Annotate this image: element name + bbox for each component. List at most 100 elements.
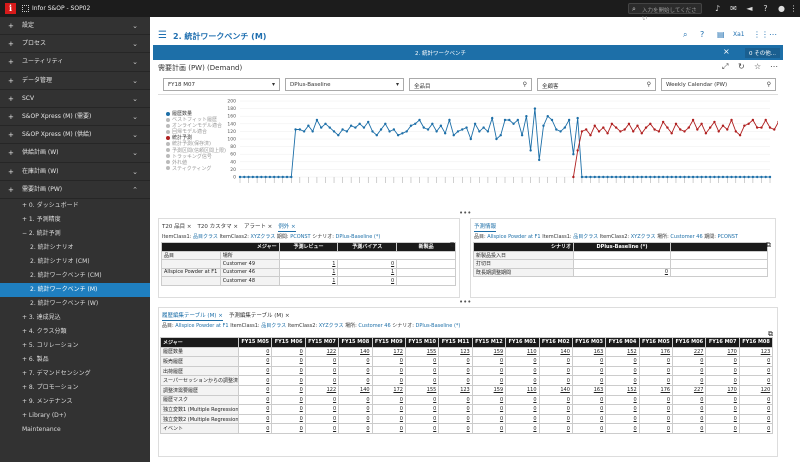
value-cell[interactable]: 0 (705, 404, 740, 415)
value-cell[interactable]: 0 (404, 375, 440, 386)
user-icon[interactable]: ● (778, 4, 785, 13)
data-point[interactable] (700, 175, 703, 179)
data-point[interactable] (358, 122, 361, 125)
value-cell[interactable]: 0 (304, 423, 340, 434)
data-point[interactable] (614, 126, 618, 129)
pane-tab[interactable]: T20 カスタマ × (197, 224, 238, 230)
value-cell[interactable]: 0 (672, 413, 707, 425)
data-point[interactable] (290, 175, 293, 179)
value-cell[interactable]: 0 (371, 356, 406, 367)
data-point[interactable] (623, 128, 626, 131)
data-point[interactable] (679, 175, 682, 179)
mail-icon[interactable]: ✉ (730, 4, 737, 13)
value-cell[interactable]: 0 (672, 394, 707, 406)
value-cell[interactable]: 0 (438, 423, 473, 434)
value-cell[interactable]: 0 (672, 356, 707, 367)
data-point[interactable] (751, 118, 755, 122)
data-point[interactable] (670, 175, 673, 179)
legend-item[interactable]: 回帰モデル適合 (166, 129, 236, 135)
value-cell[interactable]: 0 (338, 404, 373, 415)
sidebar-item[interactable]: + S&OP Xpress (M) (需要) ⌄ (0, 108, 150, 127)
value-cell[interactable]: 110 (505, 384, 540, 396)
data-point[interactable] (597, 175, 601, 179)
data-point[interactable] (691, 175, 695, 179)
data-point[interactable] (311, 130, 314, 133)
data-point[interactable] (320, 126, 323, 129)
copy-icon[interactable]: ⧉ (766, 241, 771, 249)
data-point[interactable] (516, 118, 520, 122)
value-cell[interactable]: 0 (505, 404, 540, 415)
data-point[interactable] (473, 122, 477, 125)
value-cell[interactable]: 0 (538, 423, 573, 434)
data-point[interactable] (495, 137, 498, 141)
data-point[interactable] (760, 175, 763, 179)
value-cell[interactable]: 0 (538, 356, 573, 367)
data-point[interactable] (627, 175, 631, 179)
data-point[interactable] (525, 115, 528, 118)
sidebar-subitem[interactable]: + Library (D+) (22, 411, 67, 419)
legend-item[interactable]: 外れ値 (166, 160, 236, 166)
data-point[interactable] (435, 130, 438, 133)
data-point[interactable] (721, 124, 725, 127)
data-point[interactable] (743, 124, 746, 127)
data-point[interactable] (559, 130, 562, 133)
value-cell[interactable]: 0 (338, 365, 373, 377)
sidebar-item[interactable]: + SCV ⌄ (0, 90, 150, 108)
sidebar-item[interactable]: + 需要計画 (PW) ⌃ (0, 181, 150, 199)
value-cell[interactable]: 0 (672, 404, 707, 415)
data-point[interactable] (456, 130, 460, 133)
value-cell[interactable]: 0 (237, 423, 273, 434)
splitter-handle[interactable]: ••• (459, 209, 472, 217)
data-point[interactable] (426, 128, 430, 131)
value-cell[interactable]: 0 (738, 356, 774, 367)
data-point[interactable] (268, 175, 272, 179)
value-cell[interactable]: 163 (571, 384, 607, 396)
value-cell[interactable]: 0 (605, 365, 640, 377)
data-point[interactable] (533, 107, 537, 110)
value-cell[interactable]: 0 (705, 394, 740, 406)
value-cell[interactable]: 0 (304, 356, 340, 367)
value-cell[interactable]: 159 (471, 384, 507, 396)
value-cell[interactable]: 227 (672, 384, 707, 396)
data-point[interactable] (396, 134, 400, 137)
data-point[interactable] (704, 132, 708, 135)
value-cell[interactable]: 0 (438, 375, 473, 386)
data-point[interactable] (679, 128, 682, 131)
value-cell[interactable]: 0 (605, 404, 640, 415)
data-point[interactable] (606, 175, 609, 179)
value-cell[interactable]: 0 (337, 276, 398, 286)
value-cell[interactable]: 0 (304, 365, 340, 377)
copy-icon[interactable]: ⧉ (450, 241, 455, 249)
data-point[interactable] (379, 128, 383, 131)
value-cell[interactable]: 0 (371, 394, 406, 406)
data-point[interactable] (409, 124, 413, 127)
data-point[interactable] (636, 124, 639, 127)
data-point[interactable] (315, 118, 319, 122)
data-point[interactable] (755, 175, 759, 179)
data-point[interactable] (405, 130, 408, 133)
star-icon[interactable]: ☆ (754, 62, 762, 71)
value-cell[interactable]: 0 (271, 365, 306, 377)
data-point[interactable] (585, 128, 588, 131)
value-cell[interactable]: 0 (404, 423, 440, 434)
value-cell[interactable]: 0 (404, 404, 440, 415)
data-point[interactable] (285, 175, 289, 179)
splitter-handle[interactable]: ••• (459, 298, 472, 306)
value-cell[interactable]: 140 (538, 346, 573, 358)
sidebar-item[interactable]: + データ管理 ⌄ (0, 72, 150, 90)
data-point[interactable] (431, 122, 434, 125)
data-point[interactable] (610, 122, 614, 125)
data-point[interactable] (747, 175, 750, 179)
data-point[interactable] (674, 175, 678, 179)
data-point[interactable] (461, 128, 464, 131)
value-cell[interactable]: 0 (638, 404, 674, 415)
data-point[interactable] (328, 126, 331, 129)
data-point[interactable] (760, 126, 763, 129)
data-point[interactable] (738, 134, 742, 137)
data-point[interactable] (593, 124, 596, 127)
pane-tab[interactable]: T20 品目 × (162, 224, 192, 230)
value-cell[interactable]: 0 (371, 413, 406, 425)
sidebar-subitem[interactable]: 2. 統計シナリオ (CM) (30, 257, 90, 265)
value-cell[interactable]: 0 (271, 346, 306, 358)
data-point[interactable] (546, 115, 549, 118)
